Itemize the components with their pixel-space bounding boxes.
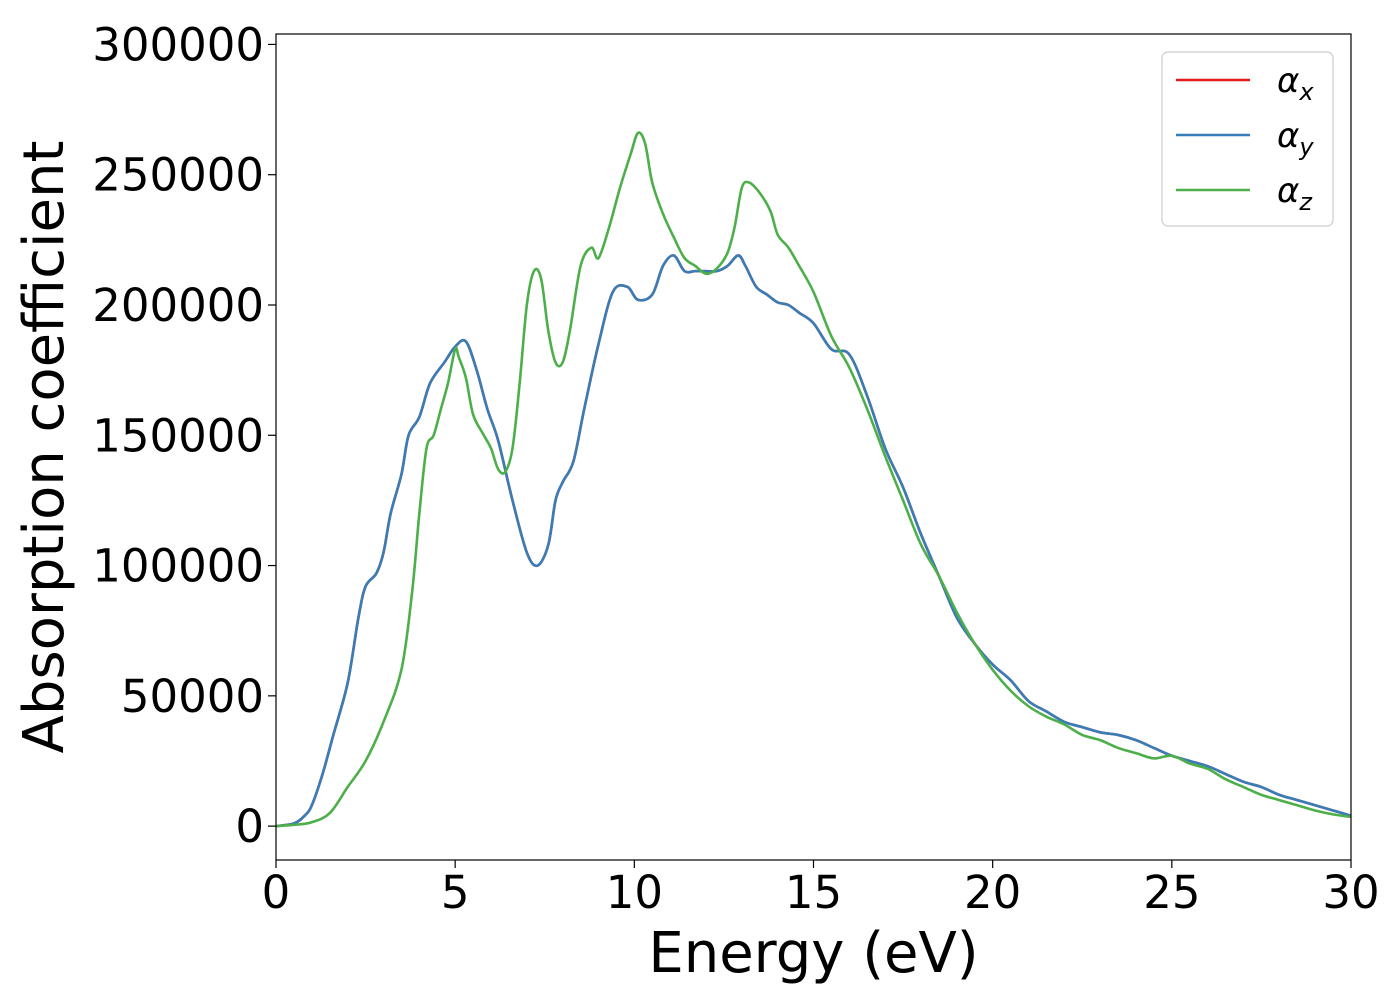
x-tick-label: 25 [1143, 866, 1200, 919]
y-axis: 0 50000 100000 150000 200000 250000 300000 [92, 18, 276, 853]
x-tick-label: 0 [262, 866, 291, 919]
x-tick-label: 5 [441, 866, 470, 919]
y-tick-label: 250000 [92, 149, 264, 202]
legend: αx αy αz [1161, 51, 1334, 227]
x-tick-label: 15 [785, 866, 842, 919]
y-tick-label: 300000 [92, 18, 264, 71]
x-axis-title: Energy (eV) [648, 921, 978, 986]
y-tick-label: 100000 [92, 540, 264, 593]
x-tick-label: 10 [606, 866, 663, 919]
series-layer [276, 131, 1351, 828]
legend-label-alpha-z: αz [1277, 171, 1313, 216]
y-tick-label: 0 [235, 800, 264, 853]
x-axis: 0 5 10 15 20 25 30 [262, 860, 1380, 919]
y-tick-label: 50000 [121, 670, 264, 723]
legend-label-alpha-x: αx [1277, 61, 1314, 106]
legend-box [1161, 51, 1334, 227]
y-tick-label: 150000 [92, 409, 264, 462]
x-tick-label: 30 [1322, 866, 1379, 919]
x-tick-label: 20 [964, 866, 1021, 919]
legend-label-alpha-y: αy [1277, 116, 1314, 161]
series-line-alpha-z [276, 131, 1351, 828]
y-tick-label: 200000 [92, 279, 264, 332]
series-line-alpha-y [276, 254, 1351, 828]
y-axis-title: Absorption coefficient [12, 141, 77, 754]
